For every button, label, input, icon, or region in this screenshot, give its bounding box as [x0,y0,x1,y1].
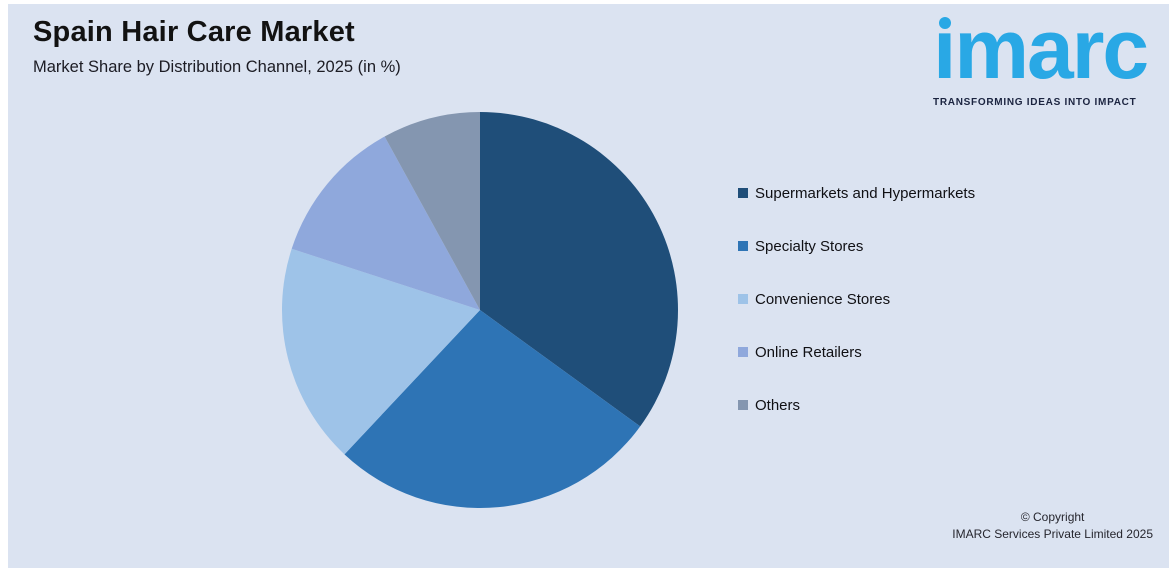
page-title: Spain Hair Care Market [33,16,355,48]
legend-item-convenience-stores: Convenience Stores [738,290,975,308]
pie-slice-4 [384,112,480,310]
imarc-wordmark-text: ımarc [933,2,1149,96]
legend-label: Supermarkets and Hypermarkets [755,184,976,202]
legend-marker-icon [738,241,748,251]
legend-item-specialty-stores: Specialty Stores [738,237,975,255]
legend-item-online-retailers: Online Retailers [738,343,975,361]
pie-chart-svg [281,112,679,509]
pie-chart [275,105,685,515]
legend-label: Others [755,396,801,414]
page-subtitle: Market Share by Distribution Channel, 20… [33,58,401,76]
legend: Supermarkets and Hypermarkets Specialty … [738,185,975,450]
copyright-notice: © Copyright IMARC Services Private Limit… [952,509,1153,543]
legend-label: Convenience Stores [755,290,891,308]
copyright-line1: © Copyright [1020,510,1085,524]
pie-slice-3 [291,136,480,310]
header: Spain Hair Care Market Market Share by D… [33,16,401,77]
pie-slice-1 [344,310,641,509]
legend-label: Online Retailers [755,343,862,361]
legend-marker-icon [738,347,748,357]
legend-marker-icon [738,294,748,304]
legend-marker-icon [738,188,748,198]
legend-marker-icon [738,400,748,410]
imarc-tagline: TRANSFORMING IDEAS INTO IMPACT [933,97,1137,108]
legend-item-others: Others [738,396,975,414]
legend-item-supermarkets: Supermarkets and Hypermarkets [738,184,976,202]
copyright-line2: IMARC Services Private Limited 2025 [952,527,1153,541]
imarc-logo-dot-icon [939,17,951,29]
legend-label: Specialty Stores [755,237,864,255]
imarc-wordmark: ımarc [933,6,1159,94]
imarc-logo: ımarc TRANSFORMING IDEAS INTO IMPACT [933,6,1159,108]
pie-slice-2 [281,248,480,455]
pie-slice-0 [480,112,679,427]
